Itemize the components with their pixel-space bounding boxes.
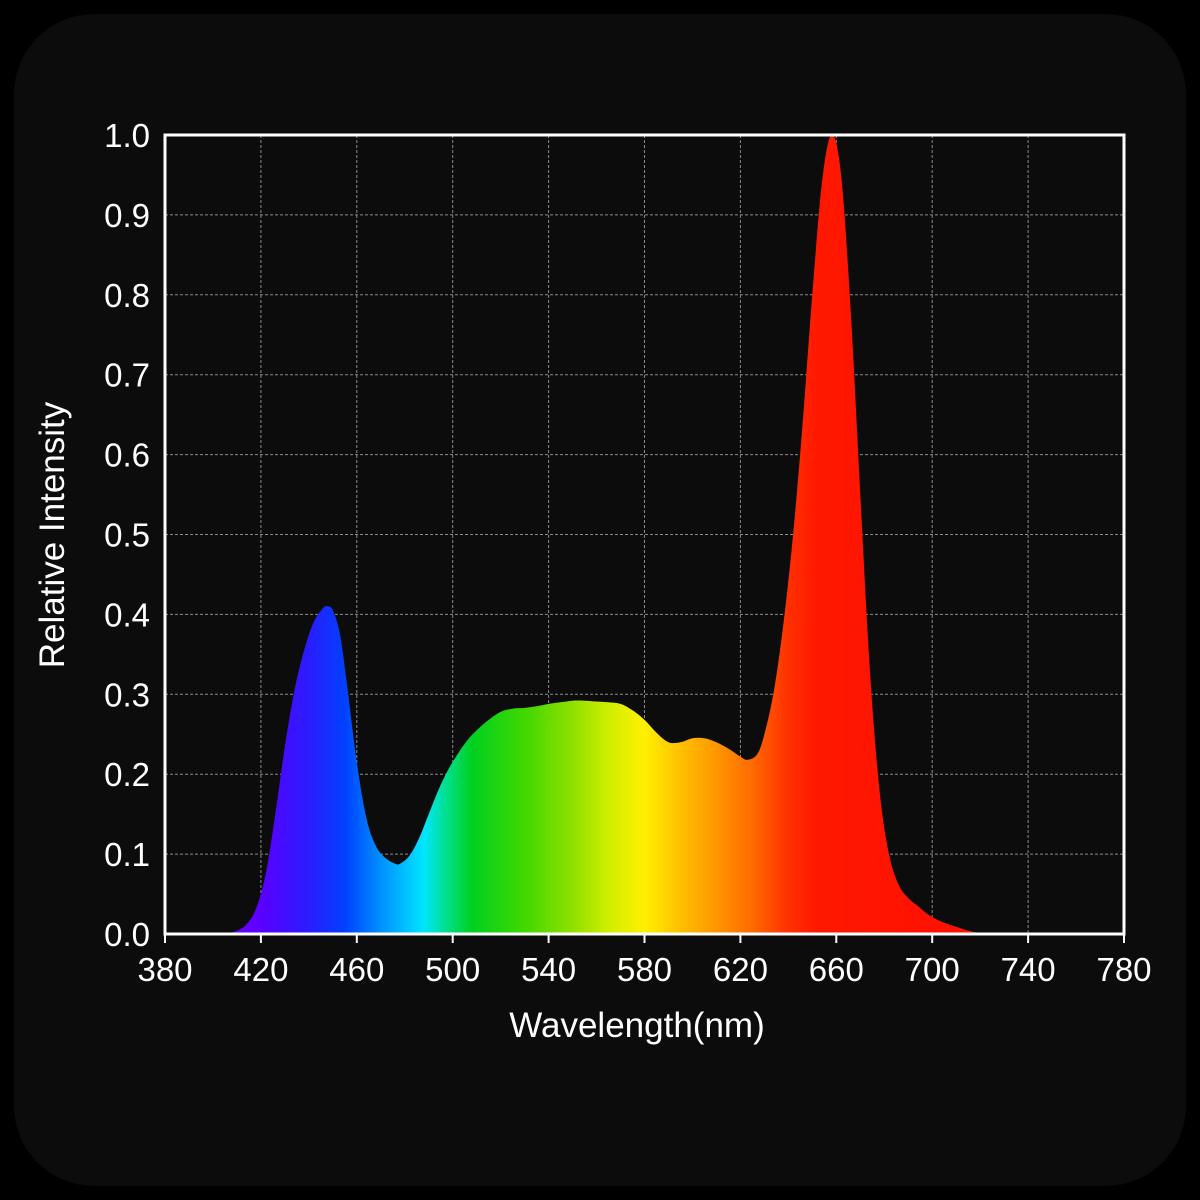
y-tick-label: 0.4 [104,596,150,633]
x-tick-label: 780 [1096,951,1151,988]
x-tick-label: 420 [233,951,288,988]
y-tick-label: 0.6 [104,437,150,474]
y-tick-label: 0.9 [104,197,150,234]
y-tick-label: 0.2 [104,756,150,793]
y-tick-label: 0.3 [104,676,150,713]
x-tick-label: 660 [809,951,864,988]
y-axis-ticks: 0.0 0.1 0.2 0.3 0.4 0.5 0.6 0.7 0.8 0.9 1.0 [104,117,150,953]
x-tick-label: 620 [713,951,768,988]
chart-card [14,14,1186,1186]
x-tick-label: 580 [617,951,672,988]
x-tick-label: 380 [137,951,192,988]
x-tick-label: 540 [521,951,576,988]
y-tick-label: 1.0 [104,117,150,154]
y-tick-label: 0.0 [104,916,150,953]
y-tick-label: 0.8 [104,277,150,314]
spectrum-area [224,134,985,935]
y-axis-title: Relative Intensity [33,401,72,668]
x-tick-label: 740 [1001,951,1056,988]
x-tick-label: 700 [905,951,960,988]
y-tick-label: 0.7 [104,357,150,394]
x-axis-title: Wavelength(nm) [509,1006,764,1045]
x-tick-label: 500 [425,951,480,988]
x-axis-ticks: 380 420 460 500 540 580 620 660 700 740 780 [137,934,1152,988]
y-tick-label: 0.5 [104,517,150,554]
y-tick-label: 0.1 [104,836,150,873]
x-tick-label: 460 [329,951,384,988]
